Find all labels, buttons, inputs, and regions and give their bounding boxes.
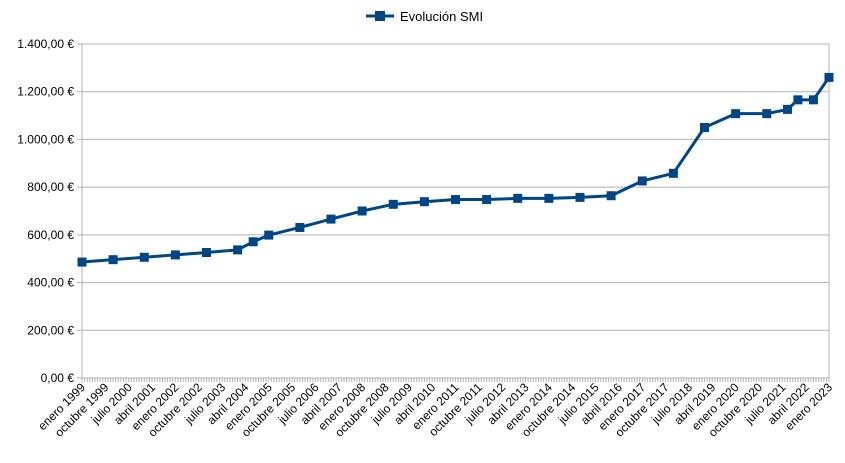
gridlines — [77, 43, 829, 379]
data-point-marker — [606, 191, 616, 201]
data-point-marker — [295, 222, 305, 232]
data-point-marker — [248, 237, 258, 247]
series-line — [81, 76, 831, 264]
data-point-marker — [824, 72, 834, 82]
data-point-marker — [700, 123, 709, 132]
y-tick-label: 1.000,00 € — [17, 132, 74, 146]
data-point-marker — [808, 95, 818, 105]
data-point-marker — [451, 195, 460, 205]
data-point-marker — [762, 109, 772, 119]
legend-entry: Evolución SMI — [400, 9, 483, 24]
y-tick-label: 1.200,00 € — [17, 85, 74, 99]
y-tick-label: 400,00 € — [27, 276, 74, 290]
data-point-marker — [419, 197, 429, 207]
y-tick-label: 800,00 € — [27, 180, 74, 194]
y-tick-label: 0,00 € — [41, 371, 75, 385]
y-axis-tick-labels: 0,00 € 200,00 € 400,00 € 600,00 € 800,00 € 1.… — [17, 37, 74, 385]
data-point-marker — [575, 192, 585, 202]
data-point-marker — [544, 193, 554, 203]
data-point-marker — [513, 193, 523, 203]
axes — [81, 44, 830, 383]
y-tick-label: 600,00 € — [27, 228, 74, 242]
data-point-marker — [668, 168, 678, 178]
data-point-marker — [170, 250, 180, 260]
data-point-marker — [202, 248, 211, 258]
data-point-marker — [482, 195, 492, 205]
data-point-marker — [731, 109, 741, 119]
legend: Evolución SMI — [366, 9, 483, 24]
data-point-marker — [139, 252, 149, 262]
data-point-marker — [264, 230, 274, 240]
data-point-marker — [388, 199, 398, 209]
data-point-marker — [326, 214, 336, 224]
data-point-marker — [637, 176, 647, 186]
series-evolucion-smi — [77, 72, 834, 267]
data-point-marker — [793, 95, 803, 105]
data-point-marker — [357, 206, 367, 216]
data-point-marker — [233, 245, 243, 255]
data-point-marker — [108, 255, 118, 265]
data-point-marker — [77, 257, 87, 267]
y-tick-label: 200,00 € — [27, 323, 74, 337]
data-point-marker — [783, 104, 792, 114]
y-tick-label: 1.400,00 € — [17, 37, 74, 51]
legend-marker-swatch — [375, 11, 385, 21]
